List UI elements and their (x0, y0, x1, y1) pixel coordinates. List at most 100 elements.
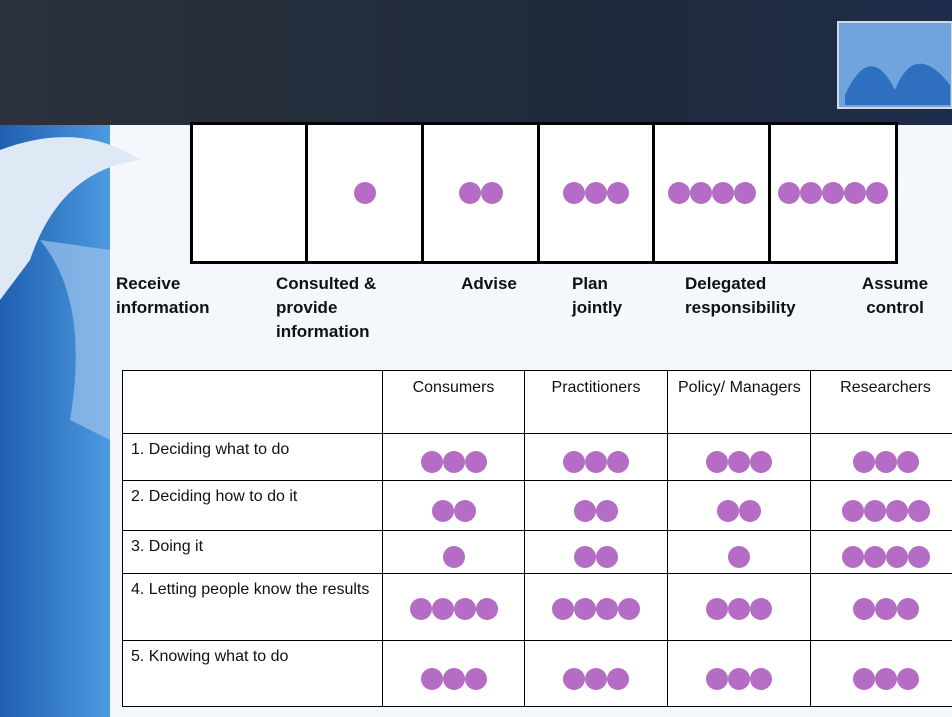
dot (409, 598, 432, 620)
dot-cell (382, 640, 525, 707)
dot (728, 451, 750, 473)
dot (420, 451, 443, 473)
dot (574, 598, 596, 620)
dot (458, 182, 481, 204)
dot (607, 182, 629, 204)
dot (596, 499, 618, 522)
dot (750, 451, 772, 473)
dot (874, 598, 897, 620)
dot (885, 546, 908, 568)
dot-cell (524, 480, 668, 531)
level-label: Assume control (861, 274, 929, 317)
dot-group (706, 667, 772, 690)
header-cell (122, 370, 383, 434)
dot-cell (667, 530, 811, 574)
column-header: Consumers (382, 370, 525, 434)
dot-cell (810, 433, 952, 481)
dot (728, 598, 750, 620)
dot (896, 451, 919, 473)
dot-cell (524, 530, 668, 574)
dot-group (728, 546, 750, 568)
dot-cell (382, 530, 525, 574)
scale-box (768, 122, 898, 264)
dot (585, 182, 607, 204)
dot-group (717, 499, 761, 522)
dot (852, 667, 875, 690)
dot (711, 182, 734, 204)
row-label: 4. Letting people know the results (122, 573, 383, 641)
dot (778, 182, 800, 204)
dot (689, 182, 712, 204)
dot (896, 667, 919, 690)
dot-group (852, 451, 919, 473)
dot (453, 499, 476, 522)
dot-cell (524, 573, 668, 641)
dot (885, 499, 908, 522)
level-label: Plan jointly (572, 274, 623, 317)
scale-box (421, 122, 540, 264)
dot-group (409, 598, 498, 620)
dot-cell (524, 640, 668, 707)
scale-box (652, 122, 771, 264)
level-label: Receive information (116, 274, 210, 317)
column-header: Researchers (810, 370, 952, 434)
dot (442, 546, 465, 568)
dot-cell (667, 573, 811, 641)
dot (464, 667, 487, 690)
dot (596, 598, 618, 620)
dot-cell (810, 480, 952, 531)
dot (420, 667, 443, 690)
level-label: Delegated responsibility (685, 274, 796, 317)
scale-box (537, 122, 655, 264)
dot (574, 499, 596, 522)
dot-group (442, 546, 465, 568)
dot (863, 499, 886, 522)
dot-group (841, 546, 930, 568)
dot-cell (667, 640, 811, 707)
dot-group (552, 598, 640, 620)
dot (863, 546, 886, 568)
dot-group (706, 451, 772, 473)
dot (667, 182, 690, 204)
dot-group (563, 451, 629, 473)
dot (706, 667, 728, 690)
row-label: 3. Doing it (122, 530, 383, 574)
column-header: Practitioners (524, 370, 668, 434)
dot (706, 598, 728, 620)
dot (852, 451, 875, 473)
dot-cell (810, 573, 952, 641)
dot (750, 598, 772, 620)
dot (874, 667, 897, 690)
dot-cell (382, 573, 525, 641)
scale-box (305, 122, 424, 264)
dot-group (778, 182, 888, 204)
dot (596, 546, 618, 568)
row-label: 2. Deciding how to do it (122, 480, 383, 531)
dot (563, 182, 585, 204)
dot-group (706, 598, 772, 620)
dot (563, 451, 585, 473)
dot-group (574, 546, 618, 568)
dot (442, 451, 465, 473)
dot (717, 499, 739, 522)
dot (866, 182, 888, 204)
scale-box (190, 122, 308, 264)
dot (874, 451, 897, 473)
dot (728, 667, 750, 690)
dot (585, 667, 607, 690)
dot-group (574, 499, 618, 522)
dot-group (852, 598, 919, 620)
dot (728, 546, 750, 568)
column-header: Policy/ Managers (667, 370, 811, 434)
dot (841, 499, 864, 522)
dot (431, 499, 454, 522)
dot-cell (667, 433, 811, 481)
dot (618, 598, 640, 620)
dot (574, 546, 596, 568)
level-label: Consulted & provide information (276, 274, 377, 341)
dot (733, 182, 756, 204)
dot (822, 182, 844, 204)
dot-group (458, 182, 503, 204)
dot-group (841, 499, 930, 522)
